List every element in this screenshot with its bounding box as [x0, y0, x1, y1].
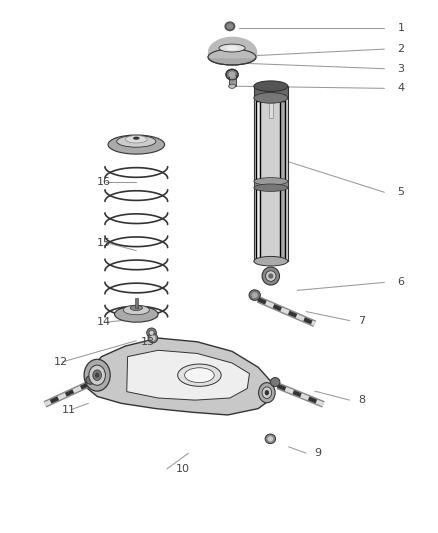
Ellipse shape [270, 377, 280, 386]
Text: 2: 2 [397, 44, 405, 54]
FancyBboxPatch shape [280, 101, 285, 259]
FancyBboxPatch shape [269, 84, 272, 118]
Text: 15: 15 [97, 238, 111, 248]
Text: 8: 8 [358, 395, 365, 405]
Ellipse shape [229, 71, 236, 78]
Polygon shape [127, 350, 250, 400]
FancyBboxPatch shape [134, 298, 138, 308]
Ellipse shape [226, 69, 238, 80]
Text: 16: 16 [97, 176, 111, 187]
Ellipse shape [268, 273, 273, 279]
FancyBboxPatch shape [229, 75, 236, 86]
Ellipse shape [249, 290, 260, 301]
Ellipse shape [178, 364, 221, 386]
Ellipse shape [208, 49, 256, 65]
Text: 14: 14 [97, 317, 111, 327]
Ellipse shape [254, 93, 288, 103]
Text: 12: 12 [53, 357, 68, 367]
Ellipse shape [185, 368, 214, 383]
Ellipse shape [229, 84, 236, 88]
Text: 5: 5 [397, 187, 404, 197]
Ellipse shape [226, 46, 239, 50]
Ellipse shape [89, 365, 106, 385]
Ellipse shape [268, 436, 273, 441]
FancyBboxPatch shape [254, 181, 288, 188]
Ellipse shape [84, 359, 110, 391]
Ellipse shape [265, 271, 276, 281]
FancyBboxPatch shape [254, 86, 288, 98]
Text: 1: 1 [397, 23, 404, 33]
Polygon shape [86, 338, 273, 415]
Text: 11: 11 [62, 405, 76, 415]
FancyBboxPatch shape [268, 81, 273, 86]
Ellipse shape [254, 177, 288, 185]
FancyBboxPatch shape [254, 98, 288, 261]
Text: 13: 13 [141, 337, 155, 347]
Ellipse shape [93, 370, 102, 381]
Ellipse shape [227, 24, 233, 29]
Ellipse shape [219, 44, 245, 52]
Ellipse shape [117, 135, 156, 147]
Ellipse shape [148, 333, 158, 343]
Ellipse shape [225, 22, 235, 30]
Ellipse shape [265, 390, 269, 395]
Ellipse shape [149, 330, 154, 335]
Ellipse shape [252, 292, 258, 298]
Text: 4: 4 [397, 83, 405, 93]
Ellipse shape [108, 135, 165, 154]
Text: 3: 3 [397, 64, 404, 74]
Ellipse shape [123, 305, 149, 315]
Ellipse shape [254, 184, 288, 191]
Ellipse shape [133, 136, 140, 140]
Ellipse shape [150, 335, 155, 341]
FancyBboxPatch shape [255, 101, 260, 259]
Text: 6: 6 [397, 277, 404, 287]
Ellipse shape [147, 328, 156, 337]
Ellipse shape [254, 81, 288, 92]
Ellipse shape [258, 383, 275, 403]
Text: 7: 7 [358, 316, 365, 326]
Ellipse shape [125, 135, 147, 143]
Ellipse shape [254, 256, 288, 266]
Ellipse shape [95, 373, 99, 378]
Ellipse shape [262, 387, 272, 399]
Ellipse shape [262, 267, 279, 285]
Text: 9: 9 [315, 448, 322, 458]
Ellipse shape [130, 305, 142, 311]
Ellipse shape [265, 434, 276, 443]
Text: 10: 10 [176, 464, 190, 474]
Ellipse shape [115, 306, 158, 322]
Ellipse shape [86, 376, 95, 384]
